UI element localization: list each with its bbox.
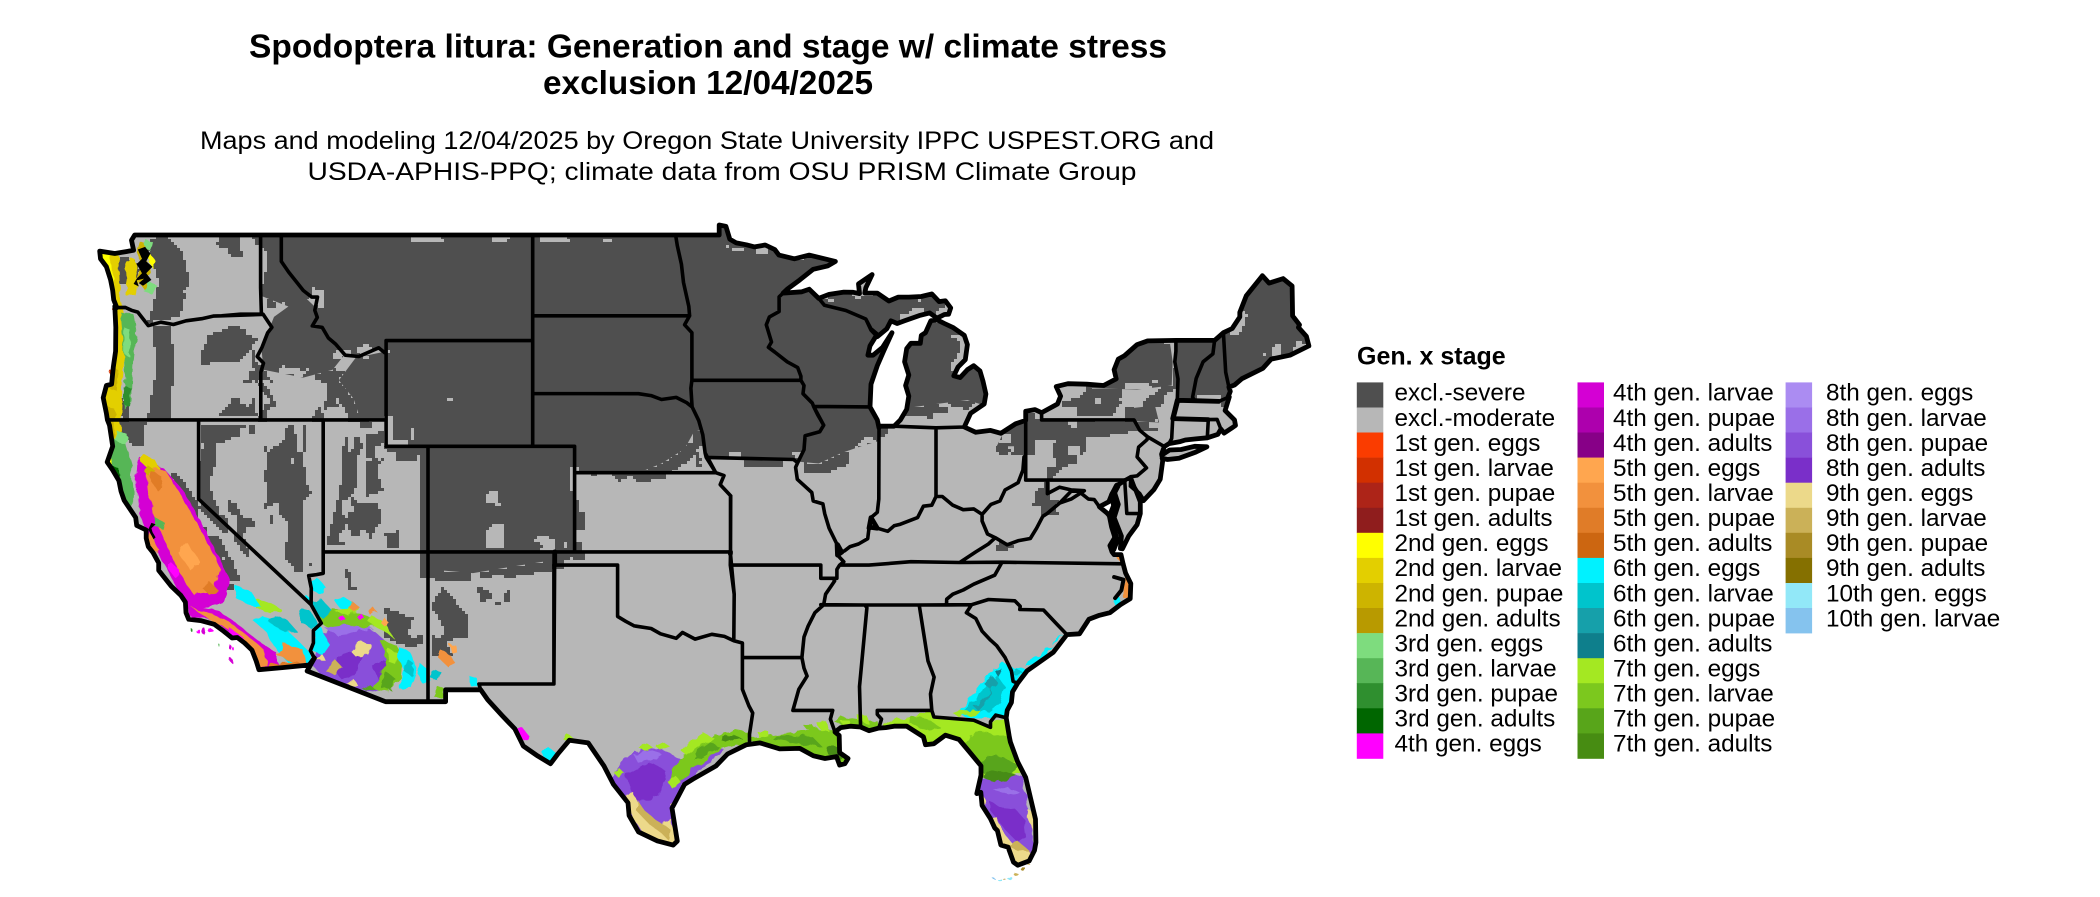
svg-text:4th gen. pupae: 4th gen. pupae xyxy=(1613,405,1775,432)
svg-text:exclusion 12/04/2025: exclusion 12/04/2025 xyxy=(543,64,873,101)
svg-text:7th gen. larvae: 7th gen. larvae xyxy=(1613,681,1774,708)
svg-text:7th gen. eggs: 7th gen. eggs xyxy=(1613,656,1760,683)
svg-text:9th gen. eggs: 9th gen. eggs xyxy=(1826,480,1973,507)
svg-text:8th gen. eggs: 8th gen. eggs xyxy=(1826,380,1973,407)
svg-text:3rd gen. adults: 3rd gen. adults xyxy=(1395,706,1556,733)
svg-text:5th gen. pupae: 5th gen. pupae xyxy=(1613,505,1775,532)
svg-text:2nd gen. larvae: 2nd gen. larvae xyxy=(1395,555,1563,582)
svg-text:10th gen. larvae: 10th gen. larvae xyxy=(1826,605,2000,632)
svg-text:5th gen. larvae: 5th gen. larvae xyxy=(1613,480,1774,507)
svg-text:Gen. x stage: Gen. x stage xyxy=(1357,343,1506,371)
svg-text:9th gen. adults: 9th gen. adults xyxy=(1826,555,1985,582)
svg-text:2nd gen. eggs: 2nd gen. eggs xyxy=(1395,530,1549,557)
svg-text:3rd gen. larvae: 3rd gen. larvae xyxy=(1395,656,1557,683)
svg-text:1st gen. adults: 1st gen. adults xyxy=(1395,505,1553,532)
svg-text:6th gen. larvae: 6th gen. larvae xyxy=(1613,580,1774,607)
svg-text:4th gen. larvae: 4th gen. larvae xyxy=(1613,380,1774,407)
svg-text:4th gen. eggs: 4th gen. eggs xyxy=(1395,731,1542,758)
svg-text:8th gen. larvae: 8th gen. larvae xyxy=(1826,405,1987,432)
svg-text:8th gen. adults: 8th gen. adults xyxy=(1826,455,1985,482)
svg-text:1st gen. pupae: 1st gen. pupae xyxy=(1395,480,1556,507)
svg-text:Maps and modeling 12/04/2025 b: Maps and modeling 12/04/2025 by Oregon S… xyxy=(200,127,1214,155)
svg-text:excl.-severe: excl.-severe xyxy=(1395,380,1526,407)
svg-text:3rd gen. eggs: 3rd gen. eggs xyxy=(1395,630,1544,657)
svg-text:6th gen. eggs: 6th gen. eggs xyxy=(1613,555,1760,582)
svg-text:7th gen. pupae: 7th gen. pupae xyxy=(1613,706,1775,733)
svg-text:2nd gen. pupae: 2nd gen. pupae xyxy=(1395,580,1564,607)
svg-text:excl.-moderate: excl.-moderate xyxy=(1395,405,1556,432)
svg-text:7th gen. adults: 7th gen. adults xyxy=(1613,731,1772,758)
svg-text:9th gen. pupae: 9th gen. pupae xyxy=(1826,530,1988,557)
svg-text:1st gen. eggs: 1st gen. eggs xyxy=(1395,430,1541,457)
svg-text:9th gen. larvae: 9th gen. larvae xyxy=(1826,505,1987,532)
svg-text:Spodoptera litura: Generation: Spodoptera litura: Generation and stage … xyxy=(249,28,1167,65)
svg-text:10th gen. eggs: 10th gen. eggs xyxy=(1826,580,1987,607)
svg-text:6th gen. adults: 6th gen. adults xyxy=(1613,630,1772,657)
svg-text:6th gen. pupae: 6th gen. pupae xyxy=(1613,605,1775,632)
svg-text:8th gen. pupae: 8th gen. pupae xyxy=(1826,430,1988,457)
svg-text:5th gen. eggs: 5th gen. eggs xyxy=(1613,455,1760,482)
svg-text:2nd gen. adults: 2nd gen. adults xyxy=(1395,605,1561,632)
svg-text:1st gen. larvae: 1st gen. larvae xyxy=(1395,455,1554,482)
svg-text:4th gen. adults: 4th gen. adults xyxy=(1613,430,1772,457)
svg-text:3rd gen. pupae: 3rd gen. pupae xyxy=(1395,681,1558,708)
svg-text:USDA-APHIS-PPQ; climate data f: USDA-APHIS-PPQ; climate data from OSU PR… xyxy=(308,158,1137,186)
svg-text:5th gen. adults: 5th gen. adults xyxy=(1613,530,1772,557)
